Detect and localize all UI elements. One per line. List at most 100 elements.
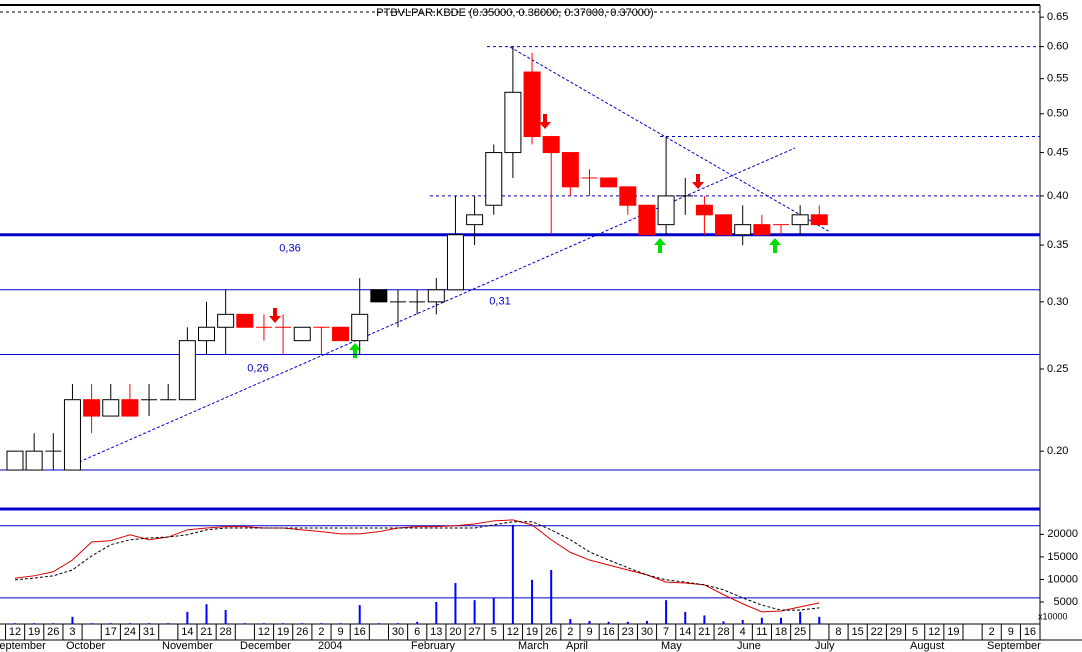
x-tick-label: 24 bbox=[124, 626, 136, 638]
x-tick-label: 7 bbox=[663, 626, 669, 638]
month-label: April bbox=[566, 640, 588, 652]
x-tick-label: 15 bbox=[851, 626, 863, 638]
indicator-line bbox=[14, 519, 820, 613]
candle-body bbox=[6, 450, 24, 471]
arrow-down bbox=[269, 114, 704, 323]
candle-body bbox=[485, 152, 503, 206]
indicator-line bbox=[14, 521, 820, 611]
x-tick-label: 22 bbox=[871, 626, 883, 638]
x-tick-label: 28 bbox=[220, 626, 232, 638]
candle-body bbox=[427, 289, 445, 303]
x-tick-label: 26 bbox=[545, 626, 557, 638]
y-tick-label: 0.60 bbox=[1047, 41, 1068, 53]
y-tick-label: 0.40 bbox=[1047, 190, 1068, 202]
x-tick-label: 18 bbox=[775, 626, 787, 638]
x-tick-label: 14 bbox=[679, 626, 691, 638]
x-tick-label: 20 bbox=[449, 626, 461, 638]
candle-body bbox=[600, 177, 618, 188]
level-annotation: 0,26 bbox=[247, 362, 268, 374]
x-tick-label: 12 bbox=[928, 626, 940, 638]
candle-body bbox=[217, 313, 235, 328]
candle-body bbox=[734, 224, 752, 236]
month-label: December bbox=[240, 640, 291, 652]
candle-body bbox=[121, 399, 139, 417]
x-tick-label: 25 bbox=[794, 626, 806, 638]
candle-body bbox=[446, 234, 464, 291]
month-label: March bbox=[518, 640, 549, 652]
x-tick-label: 19 bbox=[947, 626, 959, 638]
candle-body bbox=[198, 326, 215, 342]
candle-body bbox=[810, 214, 828, 226]
x-tick-label: 21 bbox=[200, 626, 212, 638]
y-tick-label: 15000 bbox=[1047, 551, 1078, 563]
candle-body bbox=[370, 289, 388, 303]
x-tick-label: 30 bbox=[641, 626, 653, 638]
x-tick-label: 4 bbox=[740, 626, 746, 638]
x-tick-label: 16 bbox=[1024, 626, 1036, 638]
x-tick-label: 9 bbox=[337, 626, 343, 638]
x-tick-label: 9 bbox=[586, 626, 592, 638]
y-tick-label: 0.35 bbox=[1047, 239, 1068, 251]
candle-body bbox=[791, 214, 809, 226]
y-tick-label: 0.55 bbox=[1047, 73, 1068, 85]
month-label: 2004 bbox=[318, 640, 342, 652]
month-label: June bbox=[737, 640, 761, 652]
x-tick-label: 2 bbox=[567, 626, 573, 638]
x-tick-label: 5 bbox=[912, 626, 918, 638]
x-tick-label: 21 bbox=[698, 626, 710, 638]
x-tick-label: 31 bbox=[143, 626, 155, 638]
x-tick-label: 11 bbox=[756, 626, 767, 638]
candle-body bbox=[657, 195, 675, 226]
arrow-up bbox=[349, 238, 781, 358]
month-label: September bbox=[987, 640, 1041, 652]
x-tick-label: 2 bbox=[318, 626, 324, 638]
candle-body bbox=[542, 136, 560, 154]
x-tick-label: 6 bbox=[414, 626, 420, 638]
candle-body bbox=[523, 71, 541, 138]
x-tick-label: 12 bbox=[507, 626, 519, 638]
x-tick-label: 13 bbox=[430, 626, 442, 638]
y-tick-label: 0.45 bbox=[1047, 146, 1068, 158]
candle-body bbox=[504, 91, 522, 154]
y-tick-label: 0.65 bbox=[1047, 11, 1068, 23]
x-tick-label: 28 bbox=[717, 626, 729, 638]
candle-body bbox=[561, 152, 579, 188]
level-annotation: 0,36 bbox=[279, 243, 300, 255]
x-tick-label: 17 bbox=[105, 626, 117, 638]
x-tick-label: 23 bbox=[622, 626, 634, 638]
candle-body bbox=[466, 214, 484, 226]
candle-body bbox=[715, 214, 733, 236]
candle-body bbox=[63, 399, 81, 471]
x-tick-label: 5 bbox=[491, 626, 497, 638]
candle-body bbox=[83, 399, 101, 417]
x-tick-label: 26 bbox=[296, 626, 308, 638]
candle-body bbox=[293, 326, 311, 342]
y-tick-label: 0.50 bbox=[1047, 108, 1068, 120]
month-label: August bbox=[910, 640, 944, 652]
chart-title: PTBVLPAR.KBDE (0.35000, 0.38000, 0.37000… bbox=[376, 7, 653, 19]
month-label: May bbox=[661, 640, 682, 652]
x-tick-label: 19 bbox=[526, 626, 538, 638]
x-tick-label: 26 bbox=[47, 626, 59, 638]
candle-body bbox=[102, 399, 120, 417]
month-label: November bbox=[162, 640, 213, 652]
x-tick-label: 16 bbox=[354, 626, 366, 638]
unit-label: x10000 bbox=[1038, 611, 1068, 621]
y-tick-label: 0.25 bbox=[1047, 363, 1068, 375]
x-tick-label: 30 bbox=[392, 626, 404, 638]
candle-body bbox=[332, 326, 350, 342]
y-tick-label: 0.30 bbox=[1047, 296, 1068, 308]
trendline bbox=[69, 147, 796, 467]
candle-body bbox=[695, 204, 713, 216]
y-tick-label: 10000 bbox=[1047, 573, 1078, 585]
x-tick-label: 12 bbox=[258, 626, 270, 638]
x-tick-label: 29 bbox=[890, 626, 902, 638]
candle-body bbox=[619, 186, 637, 206]
x-tick-label: 9 bbox=[1008, 626, 1014, 638]
month-label: February bbox=[411, 640, 456, 652]
candle-body bbox=[236, 313, 254, 328]
x-tick-label: 14 bbox=[181, 626, 193, 638]
trendline bbox=[509, 46, 831, 233]
